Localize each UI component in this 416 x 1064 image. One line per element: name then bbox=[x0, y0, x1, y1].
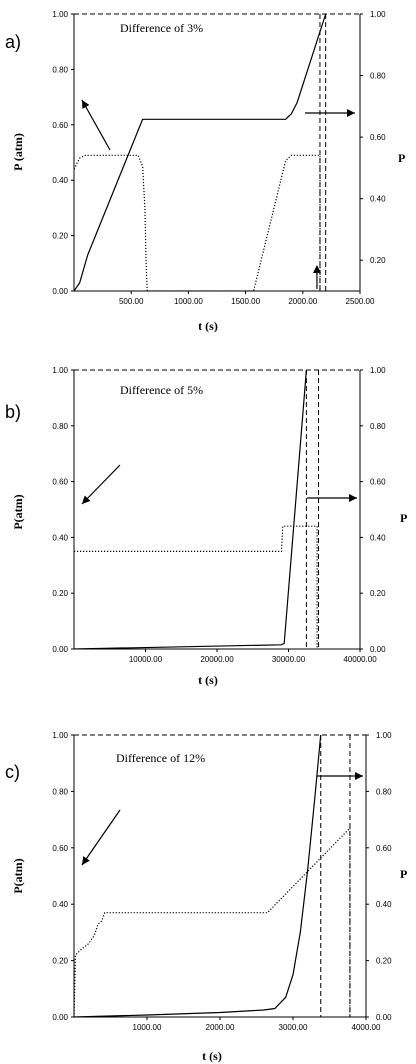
left-axis-arrow bbox=[81, 464, 121, 505]
y-tick-label: 0.80 bbox=[52, 65, 68, 74]
x-tick-label: 4000.00 bbox=[352, 1023, 381, 1032]
dotted-series-line bbox=[74, 154, 321, 291]
x-tick-label: 10000.00 bbox=[129, 655, 163, 664]
y-tick-label: 0.00 bbox=[52, 1013, 68, 1022]
y2-tick-label: 0.20 bbox=[376, 957, 392, 966]
y-tick-label: 1.00 bbox=[52, 366, 68, 375]
x-tick-label: 40000.00 bbox=[343, 655, 377, 664]
y2-tick-label: 0.80 bbox=[370, 72, 386, 81]
y2-tick-label: 0.60 bbox=[370, 478, 386, 487]
y-tick-label: 0.20 bbox=[52, 232, 68, 241]
left-axis-arrow bbox=[81, 99, 111, 151]
x-axis-label: t (s) bbox=[198, 319, 218, 333]
y2-tick-label: 0.20 bbox=[370, 589, 386, 598]
x-tick-label: 2500.00 bbox=[346, 297, 375, 306]
dotted-series-line bbox=[74, 826, 351, 1017]
y-tick-label: 0.40 bbox=[52, 900, 68, 909]
panel-label: c) bbox=[5, 762, 20, 782]
y-tick-label: 0.20 bbox=[52, 957, 68, 966]
y-tick-label: 0.80 bbox=[52, 422, 68, 431]
y2-axis-label: P bbox=[398, 151, 405, 165]
y2-tick-label: 0.40 bbox=[376, 900, 392, 909]
x-tick-label: 500.00 bbox=[119, 297, 144, 306]
plot-area: 0.00 0.20 0.40 0.60 0.80 1.00 0.00 0.20 0.40 0.60… bbox=[52, 366, 386, 664]
y2-tick-label: 0.60 bbox=[376, 844, 392, 853]
right-axis-arrow-head bbox=[355, 772, 363, 780]
y-tick-label: 0.00 bbox=[52, 287, 68, 296]
chart-panel-c: c) Difference of 12% t (s) P(atm) P 0.00… bbox=[5, 731, 407, 1063]
panel-annotation: Difference of 5% bbox=[120, 383, 203, 397]
small-up-arrow-head bbox=[312, 265, 321, 273]
x-tick-label: 30000.00 bbox=[272, 655, 306, 664]
y-tick-label: 0.60 bbox=[52, 121, 68, 130]
y2-tick-label: 1.00 bbox=[376, 731, 392, 740]
y2-tick-label: 0.80 bbox=[376, 787, 392, 796]
y-tick-label: 0.00 bbox=[52, 645, 68, 654]
y2-axis-label: P bbox=[400, 867, 407, 881]
y-tick-label: 1.00 bbox=[52, 731, 68, 740]
y2-tick-label: 1.00 bbox=[370, 366, 386, 375]
dotted-series-line bbox=[74, 525, 318, 649]
solid-series-line bbox=[74, 13, 327, 291]
plot-area: 0.00 0.20 0.40 0.60 0.80 1.00 0.20 0.40 0.60 0.80… bbox=[52, 10, 386, 306]
panel-label: a) bbox=[5, 32, 21, 52]
right-axis-arrow-head bbox=[349, 494, 357, 502]
y2-tick-label: 0.40 bbox=[370, 533, 386, 542]
y-tick-label: 0.40 bbox=[52, 176, 68, 185]
y2-tick-label: 0.40 bbox=[370, 195, 386, 204]
left-axis-arrow-head bbox=[82, 856, 90, 865]
plot-area: 0.00 0.20 0.40 0.60 0.80 1.00 0.00 0.20 0.40 0.60… bbox=[52, 731, 392, 1032]
x-tick-label: 3000.00 bbox=[279, 1023, 308, 1032]
y-tick-label: 1.00 bbox=[52, 10, 68, 19]
y-axis-label: P (atm) bbox=[11, 133, 25, 171]
y-tick-label: 0.20 bbox=[52, 589, 68, 598]
right-axis-arrow-head bbox=[347, 109, 355, 117]
x-tick-label: 1000.00 bbox=[133, 1023, 162, 1032]
y2-tick-label: 0.80 bbox=[370, 422, 386, 431]
y-tick-label: 0.40 bbox=[52, 533, 68, 542]
y2-tick-label: 0.60 bbox=[370, 133, 386, 142]
panel-annotation: Difference of 12% bbox=[116, 751, 205, 765]
x-axis-label: t (s) bbox=[202, 1049, 222, 1063]
left-axis-arrow bbox=[81, 809, 121, 866]
x-tick-label: 20000.00 bbox=[200, 655, 234, 664]
y-tick-label: 0.80 bbox=[52, 787, 68, 796]
x-tick-label: 1000.00 bbox=[174, 297, 203, 306]
x-tick-label: 2000.00 bbox=[288, 297, 317, 306]
x-axis-label: t (s) bbox=[198, 673, 218, 687]
y-axis-label: P(atm) bbox=[11, 494, 25, 529]
y2-tick-label: 0.00 bbox=[370, 645, 386, 654]
y-axis-label: P(atm) bbox=[11, 858, 25, 893]
panel-label: b) bbox=[5, 402, 21, 422]
y2-tick-label: 0.00 bbox=[376, 1013, 392, 1022]
y-tick-label: 0.60 bbox=[52, 844, 68, 853]
y-tick-label: 0.60 bbox=[52, 478, 68, 487]
left-axis-arrow-head bbox=[82, 495, 91, 504]
x-tick-label: 1500.00 bbox=[231, 297, 260, 306]
panel-annotation: Difference of 3% bbox=[120, 21, 203, 35]
y2-tick-label: 1.00 bbox=[370, 10, 386, 19]
left-axis-arrow-head bbox=[82, 100, 90, 109]
y2-axis-label: P bbox=[400, 511, 407, 525]
x-tick-label: 2000.00 bbox=[206, 1023, 235, 1032]
solid-series-line bbox=[74, 734, 322, 1017]
chart-panel-a: a) Difference of 3% t (s) P (atm) P 0.00… bbox=[5, 10, 405, 333]
y2-tick-label: 0.20 bbox=[370, 256, 386, 265]
chart-panel-b: b) Difference of 5% t (s) P(atm) P 0.000… bbox=[5, 366, 407, 687]
solid-series-line bbox=[74, 369, 307, 649]
